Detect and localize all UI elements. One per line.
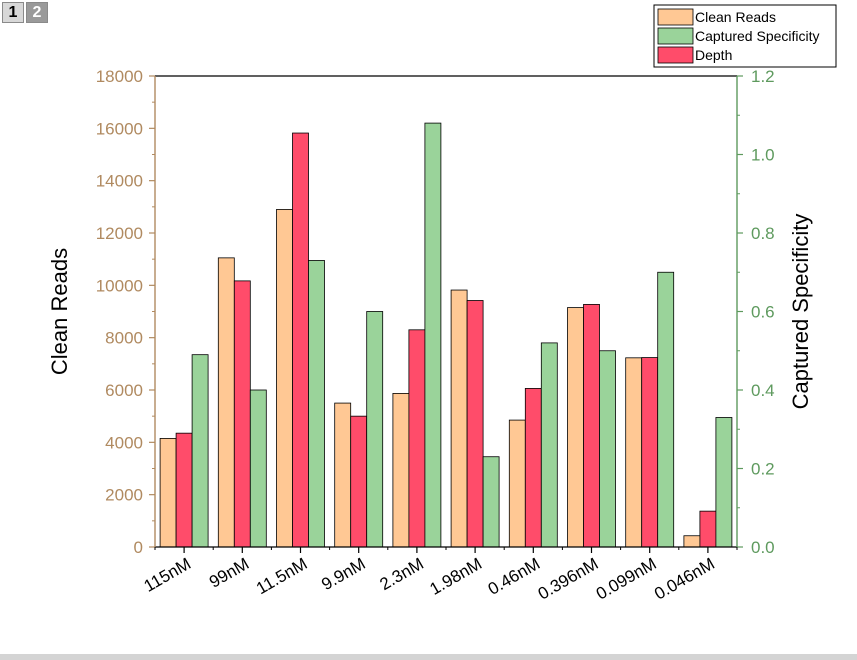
right-axis-title: Captured Specificity <box>788 214 813 410</box>
bar-clean-reads-2.3nM <box>392 393 410 548</box>
bar-clean-reads-115nM <box>159 438 177 548</box>
x-tick-label: 115nM <box>141 554 194 596</box>
bar-depth-11.5nM <box>292 132 309 548</box>
page-tab-1[interactable]: 1 <box>2 2 24 23</box>
left-tick-label: 12000 <box>96 224 143 243</box>
left-tick-label: 0 <box>134 538 143 557</box>
x-tick-label: 11.5nM <box>253 554 311 598</box>
bar-clean-reads-0.396nM <box>567 307 584 548</box>
bar-clean-reads-9.9nM <box>334 402 352 548</box>
bar-captured-specificity-0.396nM <box>599 350 616 548</box>
left-tick-label: 4000 <box>105 433 143 452</box>
left-tick-label: 14000 <box>96 172 143 191</box>
bar-depth-1.98nM <box>466 300 484 548</box>
left-tick-label: 10000 <box>96 276 143 295</box>
left-axis-title: Clean Reads <box>47 248 72 375</box>
bar-depth-0.396nM <box>583 304 600 548</box>
legend-label: Clean Reads <box>695 9 776 25</box>
x-tick-label: 99nM <box>206 554 252 592</box>
right-tick-label: 1.2 <box>751 67 775 86</box>
bar-depth-99nM <box>233 280 251 548</box>
right-tick-label: 0.8 <box>751 224 775 243</box>
right-tick-label: 0.0 <box>751 538 775 557</box>
page-tabs: 1 2 <box>2 2 48 23</box>
page-tab-2[interactable]: 2 <box>26 2 48 23</box>
right-tick-label: 1.0 <box>751 146 775 165</box>
x-tick-label: 0.46nM <box>485 554 544 599</box>
left-tick-label: 2000 <box>105 486 143 505</box>
legend-swatch-depth <box>657 46 694 64</box>
bar-clean-reads-1.98nM <box>450 289 468 548</box>
bar-depth-0.46nM <box>524 388 542 548</box>
bar-clean-reads-0.46nM <box>508 419 526 548</box>
x-tick-label: 9.9nM <box>318 554 368 594</box>
left-tick-label: 8000 <box>105 329 143 348</box>
bar-clean-reads-11.5nM <box>276 209 293 548</box>
left-tick-label: 6000 <box>105 381 143 400</box>
left-tick-label: 16000 <box>96 119 143 138</box>
bottom-scrollbar <box>0 654 857 660</box>
x-tick-label: 0.046nM <box>651 554 718 604</box>
bar-clean-reads-0.099nM <box>625 357 643 548</box>
bar-captured-specificity-2.3nM <box>424 122 442 548</box>
bar-captured-specificity-99nM <box>249 389 267 548</box>
bar-depth-9.9nM <box>350 415 368 548</box>
bar-captured-specificity-1.98nM <box>482 456 500 548</box>
bar-captured-specificity-115nM <box>191 354 209 548</box>
bar-depth-0.046nM <box>699 510 717 548</box>
bar-depth-0.099nM <box>641 357 659 548</box>
right-tick-label: 0.4 <box>751 381 775 400</box>
x-tick-label: 1.98nM <box>426 554 485 599</box>
bar-captured-specificity-9.9nM <box>366 311 384 548</box>
bar-depth-115nM <box>175 432 193 548</box>
x-tick-label: 2.3nM <box>376 554 426 594</box>
right-tick-label: 0.2 <box>751 460 775 479</box>
x-tick-label: 0.099nM <box>593 554 660 604</box>
bar-captured-specificity-0.46nM <box>540 342 558 548</box>
bar-clean-reads-0.046nM <box>683 535 701 548</box>
bar-captured-specificity-0.046nM <box>715 417 733 548</box>
legend-label: Captured Specificity <box>695 28 820 44</box>
legend-swatch-captured-specificity <box>657 27 694 45</box>
bar-depth-2.3nM <box>408 329 426 548</box>
right-tick-label: 0.6 <box>751 303 775 322</box>
bar-captured-specificity-0.099nM <box>657 271 675 548</box>
bar-clean-reads-99nM <box>217 257 235 548</box>
bar-captured-specificity-11.5nM <box>308 260 325 548</box>
x-tick-label: 0.396nM <box>535 554 602 604</box>
legend-label: Depth <box>695 47 732 63</box>
legend-swatch-clean-reads <box>657 8 694 26</box>
left-tick-label: 18000 <box>96 67 143 86</box>
